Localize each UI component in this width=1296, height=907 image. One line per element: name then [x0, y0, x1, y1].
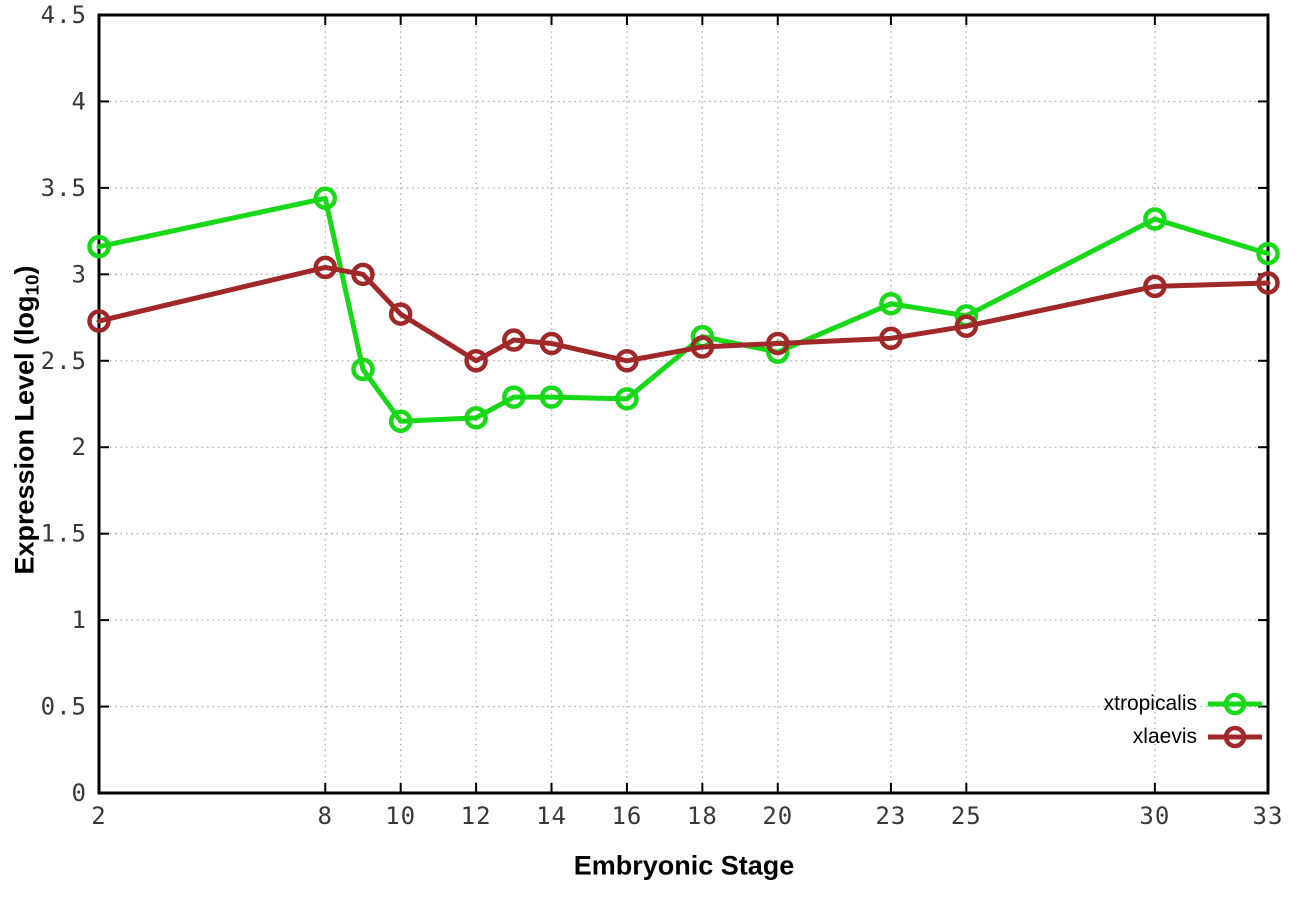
x-axis-title: Embryonic Stage: [573, 850, 795, 881]
y-axis-title-close: ): [9, 265, 40, 275]
x-tick-label: 18: [687, 802, 718, 830]
data-point-marker: [1143, 274, 1167, 299]
legend-entry-xlaevis: xlaevis: [1133, 724, 1264, 750]
x-tick-label: 23: [875, 802, 906, 830]
y-tick-label: 3: [72, 260, 87, 288]
legend: xtropicalis xlaevis: [1104, 691, 1264, 750]
y-tick-label: 0.5: [41, 693, 87, 721]
data-point-marker: [464, 406, 488, 430]
y-axis-title: Expression Level (log10): [10, 265, 45, 574]
series-xtropicalis: [87, 186, 1280, 434]
y-tick-label: 0: [72, 779, 87, 807]
data-point-marker: [539, 385, 564, 409]
data-point-marker: [879, 326, 903, 351]
y-axis-title-subscript: 10: [22, 274, 44, 296]
data-point-marker: [690, 335, 715, 359]
x-tick-label: 30: [1139, 802, 1170, 830]
series-xlaevis: [87, 255, 1280, 373]
x-tick-label: 16: [611, 802, 642, 830]
data-point-marker: [502, 385, 526, 409]
data-point-marker: [351, 262, 375, 287]
plot-border: [97, 13, 1270, 795]
x-tick-label: 14: [536, 802, 567, 830]
y-tick-label: 3.5: [41, 174, 87, 202]
data-point-marker: [313, 186, 338, 211]
line-marker-icon: [1208, 692, 1262, 716]
x-tick-label: 20: [762, 802, 793, 830]
series-line: [96, 264, 1271, 364]
legend-label-xlaevis: xlaevis: [1132, 725, 1197, 748]
x-tick-label: 10: [385, 802, 416, 830]
data-point-marker: [87, 234, 111, 259]
x-tick-label: 33: [1253, 802, 1284, 830]
data-point-marker: [539, 331, 564, 356]
x-tick-label: 8: [318, 802, 333, 830]
x-tick-label: 25: [951, 802, 982, 830]
y-tick-label: 1.5: [41, 520, 87, 548]
data-point-marker: [388, 302, 413, 326]
y-tick-label: 1: [72, 606, 87, 634]
data-point-marker: [615, 387, 639, 411]
data-point-marker: [615, 349, 639, 373]
y-tick-label: 2.5: [41, 347, 87, 375]
data-point-marker: [87, 309, 111, 333]
data-point-marker: [313, 255, 338, 280]
data-point-marker: [954, 314, 979, 338]
legend-label-xtropicalis: xtropicalis: [1103, 692, 1197, 715]
data-point-marker: [464, 349, 488, 373]
data-point-marker: [1256, 271, 1280, 295]
x-tick-label: 12: [461, 802, 492, 830]
data-point-marker: [351, 357, 375, 382]
data-point-marker: [502, 328, 526, 352]
data-point-marker: [1143, 207, 1167, 231]
data-point-marker: [388, 409, 413, 434]
data-point-marker: [766, 331, 790, 356]
legend-entry-xtropicalis: xtropicalis: [1104, 691, 1264, 717]
data-point-marker: [879, 291, 903, 316]
y-axis-title-text: Expression Level (log: [9, 295, 40, 575]
y-tick-label: 2: [72, 433, 87, 461]
x-tick-label: 2: [91, 802, 106, 830]
data-point-marker: [1256, 241, 1280, 266]
y-tick-label: 4: [72, 87, 87, 115]
line-marker-icon: [1208, 725, 1262, 749]
series-line: [96, 195, 1271, 424]
y-tick-label: 4.5: [41, 1, 87, 29]
